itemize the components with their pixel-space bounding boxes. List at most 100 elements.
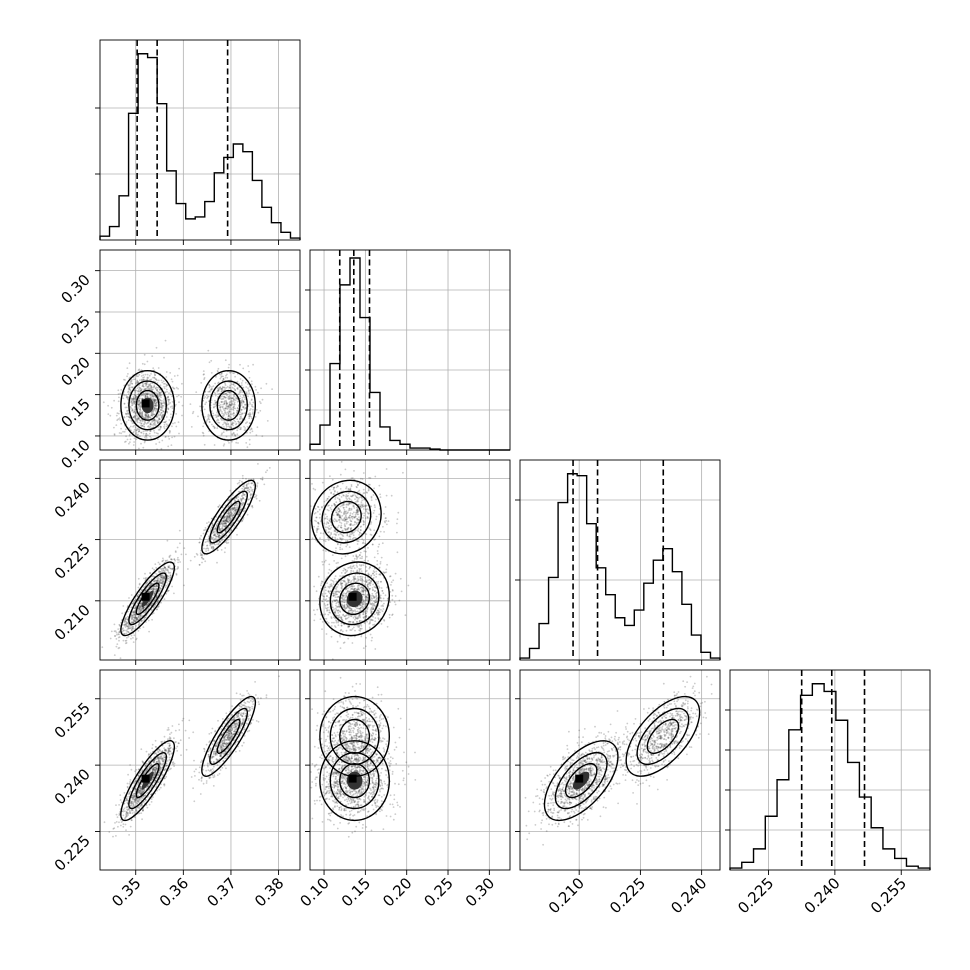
scatter-point (141, 414, 144, 417)
scatter-point (364, 615, 367, 618)
scatter-point (135, 418, 138, 420)
scatter-point (345, 528, 348, 531)
scatter-point (227, 417, 229, 420)
scatter-point (116, 633, 118, 636)
scatter-point (155, 584, 158, 586)
scatter-point (255, 434, 258, 437)
scatter-point (153, 605, 156, 608)
scatter-point (222, 423, 224, 426)
scatter-point (325, 523, 328, 525)
scatter-point (243, 429, 246, 431)
scatter-point (166, 390, 168, 393)
scatter-point (163, 425, 165, 428)
scatter-point (146, 582, 149, 584)
scatter-point (172, 422, 174, 425)
scatter-point (210, 517, 213, 520)
scatter-point (139, 614, 141, 617)
scatter-point (238, 422, 241, 424)
scatter-point (222, 524, 225, 527)
scatter-point (234, 509, 237, 512)
scatter-point (180, 553, 183, 556)
scatter-point (244, 398, 247, 401)
scatter-point (222, 520, 225, 523)
scatter-point (132, 610, 135, 613)
scatter-point (228, 403, 231, 406)
scatter-point (225, 424, 228, 426)
scatter-point (158, 428, 161, 431)
scatter-point (232, 431, 235, 434)
scatter-point (358, 589, 360, 591)
scatter-point (178, 529, 181, 532)
scatter-point (347, 578, 350, 581)
scatter-point (138, 430, 141, 432)
scatter-point (152, 386, 154, 389)
scatter-point (313, 525, 315, 528)
scatter-point (366, 608, 369, 611)
scatter-point (336, 606, 338, 608)
scatter-point (163, 385, 165, 388)
scatter-point (345, 583, 348, 586)
scatter-point (164, 382, 166, 385)
scatter-point (203, 422, 206, 425)
scatter-point (169, 576, 171, 579)
scatter-point (356, 540, 359, 543)
scatter-point (220, 527, 223, 530)
scatter-point (367, 587, 370, 589)
scatter-point (232, 383, 235, 386)
scatter-point (144, 373, 147, 376)
scatter-point (226, 393, 229, 396)
scatter-point (126, 625, 129, 628)
scatter-point (225, 404, 228, 407)
scatter-point (151, 393, 153, 396)
scatter-point (359, 628, 362, 630)
scatter-point (345, 495, 347, 498)
scatter-point (155, 584, 158, 586)
scatter-point (315, 520, 318, 523)
scatter-point (334, 490, 336, 492)
scatter-point (175, 573, 178, 576)
scatter-point (356, 543, 359, 545)
scatter-point (226, 521, 228, 523)
scatter-point (152, 413, 154, 416)
scatter-point (155, 386, 158, 389)
scatter-point (245, 484, 248, 487)
scatter-point (144, 589, 147, 592)
scatter-point (172, 386, 174, 389)
scatter-point (163, 566, 166, 569)
scatter-point (252, 406, 254, 408)
scatter-point (124, 379, 126, 381)
scatter-point (155, 583, 158, 586)
scatter-point (368, 588, 371, 590)
scatter-point (361, 578, 364, 581)
scatter-point (229, 387, 232, 389)
scatter-point (119, 392, 122, 395)
scatter-point (353, 505, 355, 508)
scatter-point (145, 577, 148, 579)
scatter-point (164, 575, 166, 578)
scatter-point (345, 593, 347, 595)
scatter-point (251, 383, 253, 385)
scatter-point (145, 383, 147, 385)
scatter-point (356, 506, 358, 509)
scatter-point (226, 402, 228, 405)
scatter-point (132, 411, 135, 414)
scatter-point (245, 487, 248, 490)
scatter-point (227, 514, 230, 517)
scatter-point (171, 405, 174, 408)
scatter-point (335, 593, 338, 596)
scatter-point (120, 427, 122, 430)
scatter-point (134, 400, 136, 402)
scatter-point (235, 441, 238, 444)
scatter-point (245, 485, 248, 488)
scatter-point (140, 606, 142, 609)
scatter-point (232, 409, 235, 412)
scatter-point (117, 412, 120, 415)
scatter-point (162, 410, 165, 412)
scatter-point (160, 402, 163, 405)
scatter-point (164, 566, 166, 569)
scatter-point (158, 563, 161, 566)
scatter-point (167, 589, 169, 592)
scatter-point (159, 586, 161, 589)
scatter-point (327, 522, 330, 524)
scatter-point (133, 400, 136, 403)
